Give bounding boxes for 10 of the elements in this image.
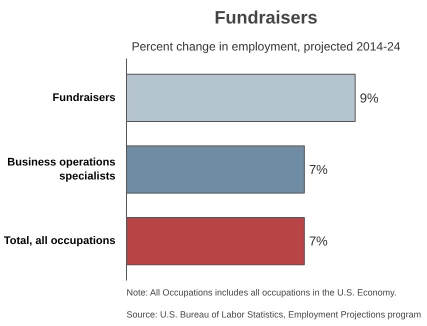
- source-note: Source: U.S. Bureau of Labor Statistics, Employment Projections program: [126, 310, 422, 320]
- data-label: 7%: [308, 234, 328, 249]
- y-tick-label: Fundraisers: [52, 92, 116, 104]
- y-tick-label: Total, all occupations: [4, 235, 116, 248]
- chart-subtitle: Percent change in employment, projected 2014-24: [132, 40, 401, 54]
- text: Note: All Occupations includes all occupations in the U.S. Economy.: [126, 288, 396, 298]
- data-label: 7%: [308, 162, 328, 177]
- y-tick-label: Business operations specialists: [7, 156, 116, 183]
- data-label: 9%: [360, 90, 379, 106]
- chart-title: Fundraisers: [214, 8, 318, 28]
